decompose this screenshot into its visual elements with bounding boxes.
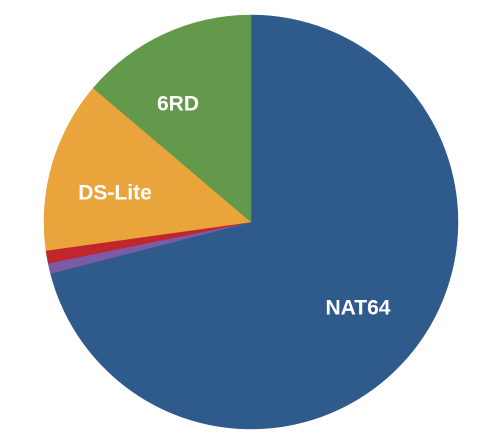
pie-slice-6rd <box>43 87 252 251</box>
pie-label-6rd: 6RD <box>157 93 199 116</box>
pie-label-ds-lite: DS-Lite <box>78 182 152 205</box>
pie-labels: NAT64 6RD DS-Lite <box>78 93 391 320</box>
pie-slice-nat64 <box>50 14 459 430</box>
pie-label-nat64: NAT64 <box>326 297 391 320</box>
pie-slice-ds-lite <box>92 14 252 223</box>
pie-slices <box>43 14 459 430</box>
